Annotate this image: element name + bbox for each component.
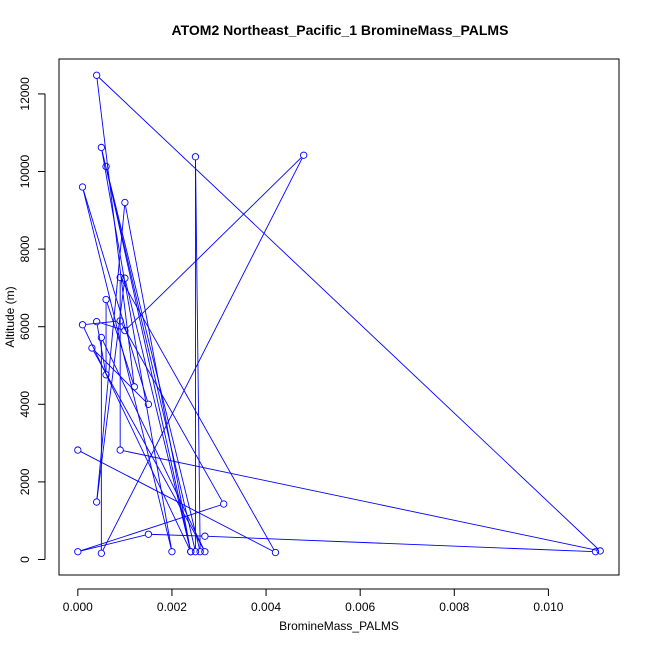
series-line-segment xyxy=(80,504,221,552)
series-line-segment xyxy=(83,327,190,550)
x-axis: 0.000 0.002 0.004 0.006 0.008 0.010 xyxy=(63,588,564,614)
x-tick-label: 0.006 xyxy=(345,600,375,614)
data-point xyxy=(102,162,110,171)
series-line-segment xyxy=(80,451,273,552)
data-point xyxy=(78,321,87,329)
data-point xyxy=(74,548,82,556)
x-tick-label: 0.004 xyxy=(251,600,281,614)
data-point xyxy=(116,446,124,454)
series-line-segment xyxy=(195,159,201,549)
data-point xyxy=(102,295,110,304)
data-point xyxy=(78,183,87,191)
x-tick-label: 0.008 xyxy=(439,600,469,614)
series-line-segment xyxy=(80,534,146,552)
data-point xyxy=(102,371,110,379)
y-axis: 0 2000 4000 6000 8000 10000 12000 xyxy=(18,77,46,563)
x-tick-label: 0.002 xyxy=(157,600,187,614)
data-point xyxy=(168,548,176,556)
y-tick-label: 10000 xyxy=(18,155,32,189)
series-line-segment xyxy=(121,323,223,502)
data-point xyxy=(130,383,138,391)
series-line-segment xyxy=(82,190,172,549)
data-point xyxy=(121,274,129,282)
series-line-segment xyxy=(106,169,200,549)
data-point xyxy=(196,548,204,556)
data-point xyxy=(116,317,124,325)
series-line-segment xyxy=(102,340,204,550)
series-line-segment xyxy=(99,322,122,331)
data-point xyxy=(144,400,153,408)
series-line-segment xyxy=(106,169,191,549)
data-point xyxy=(271,548,280,557)
data-point xyxy=(187,548,195,556)
data-point xyxy=(300,151,308,159)
series-line-segment xyxy=(102,157,303,551)
y-tick-label: 12000 xyxy=(18,77,32,111)
series-line-segment xyxy=(121,279,275,550)
y-axis-label: Altitude (m) xyxy=(3,286,17,347)
plot-area-frame xyxy=(58,58,620,576)
series-line-segment xyxy=(151,533,202,537)
series-line-segment xyxy=(126,157,302,329)
data-point xyxy=(121,326,129,335)
data-point xyxy=(116,273,124,282)
data-point xyxy=(201,548,209,556)
data-point xyxy=(92,498,101,506)
series-line-segment xyxy=(125,281,191,549)
series-line-segment xyxy=(123,450,598,551)
data-point xyxy=(191,548,200,556)
y-tick-label: 8000 xyxy=(18,235,32,262)
series-line-segment xyxy=(93,350,204,550)
x-tick-label: 0.000 xyxy=(63,600,93,614)
series-line-segment xyxy=(98,77,599,550)
data-point xyxy=(144,530,153,538)
series-line-segment xyxy=(208,535,593,553)
y-tick-label: 6000 xyxy=(18,313,32,340)
data-point xyxy=(97,549,106,557)
data-point xyxy=(220,500,228,508)
data-point xyxy=(92,318,101,326)
y-tick-label: 4000 xyxy=(18,391,32,418)
data-point xyxy=(97,333,106,342)
data-point xyxy=(596,547,604,555)
x-tick-label: 0.010 xyxy=(533,600,563,614)
y-tick-label: 0 xyxy=(18,556,32,563)
y-tick-label: 2000 xyxy=(18,468,32,495)
chart-title: ATOM2 Northeast_Pacific_1 BromineMass_PA… xyxy=(172,22,509,38)
series-line-segment xyxy=(83,189,148,402)
data-point xyxy=(201,532,209,540)
data-point xyxy=(88,344,96,352)
series-line-segment xyxy=(96,78,135,384)
x-axis-label: BromineMass_PALMS xyxy=(279,619,399,633)
series-layer xyxy=(74,71,604,557)
data-point xyxy=(591,548,600,556)
data-point xyxy=(97,143,106,152)
data-point xyxy=(74,446,82,454)
data-point xyxy=(92,71,101,79)
data-point xyxy=(121,198,129,207)
series-line-segment xyxy=(101,150,196,549)
data-point xyxy=(191,153,200,161)
series-line-segment xyxy=(96,324,106,372)
